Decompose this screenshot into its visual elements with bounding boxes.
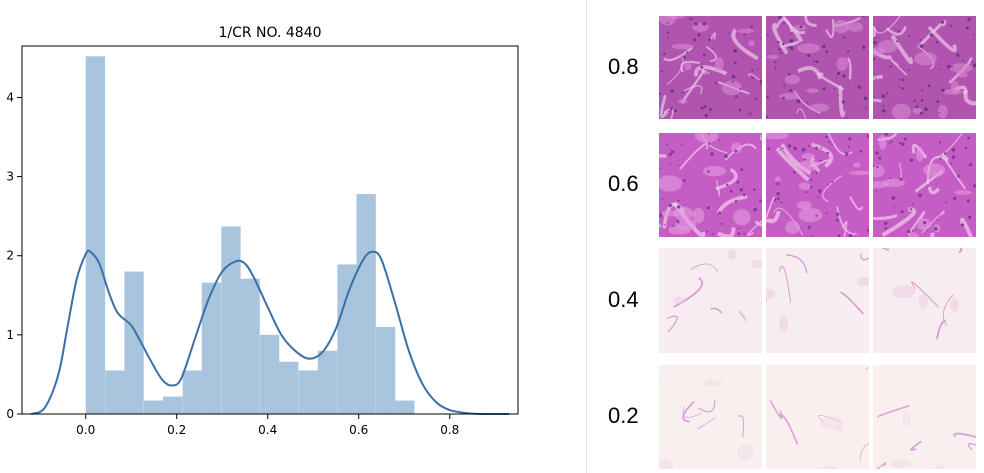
row-label: 0.6 bbox=[608, 171, 639, 196]
histogram-bar bbox=[395, 400, 415, 414]
histology-tile bbox=[659, 133, 762, 237]
plot-frame bbox=[21, 45, 519, 415]
x-tick-label: 0.2 bbox=[167, 423, 186, 437]
x-tick-label: 0.8 bbox=[440, 423, 459, 437]
histogram-bar bbox=[85, 56, 106, 414]
histology-tile bbox=[766, 365, 869, 469]
y-tick-label: 3 bbox=[6, 170, 14, 184]
histology-tile bbox=[873, 248, 976, 353]
row-label: 0.4 bbox=[608, 286, 639, 312]
row-label: 0.2 bbox=[608, 403, 639, 428]
x-tick-label: 0.6 bbox=[349, 423, 368, 437]
histogram-bar bbox=[163, 396, 183, 414]
histogram-bar bbox=[317, 350, 338, 414]
histology-tile bbox=[873, 16, 976, 119]
histology-tile bbox=[659, 16, 762, 119]
y-tick-label: 1 bbox=[6, 328, 14, 342]
x-tick-label: 0.4 bbox=[258, 423, 277, 437]
histology-tile bbox=[659, 365, 762, 469]
histogram-bar bbox=[182, 370, 202, 414]
histology-tile bbox=[659, 248, 762, 353]
row-label: 0.8 bbox=[608, 53, 639, 79]
histogram-bar bbox=[201, 282, 222, 414]
histogram-bar bbox=[337, 264, 357, 414]
chart-title: 1/CR NO. 4840 bbox=[218, 25, 321, 41]
y-tick-label: 0 bbox=[6, 407, 14, 421]
histogram-bar bbox=[240, 278, 260, 414]
histology-tile bbox=[766, 248, 869, 353]
histogram-bar bbox=[279, 361, 299, 414]
histology-tile bbox=[766, 16, 869, 119]
histogram-bar bbox=[124, 271, 144, 414]
panel-divider bbox=[586, 0, 587, 473]
histogram-chart: 1/CR NO. 4840 0.0 0.2 0.4 0.6 0.8 0 1 2 3 4 bbox=[6, 25, 519, 437]
x-tick-label: 0.0 bbox=[76, 423, 95, 437]
histogram-bar bbox=[105, 370, 125, 414]
histology-tile bbox=[873, 365, 976, 469]
histogram-bar bbox=[143, 400, 164, 414]
y-tick-label: 2 bbox=[6, 249, 14, 263]
histogram-bar bbox=[259, 334, 280, 414]
histogram-bar bbox=[356, 193, 376, 414]
histogram-bar bbox=[298, 370, 319, 414]
histogram-bar bbox=[376, 326, 396, 414]
histology-tile bbox=[873, 133, 976, 237]
y-tick-label: 4 bbox=[6, 90, 14, 104]
histogram-bar bbox=[221, 226, 241, 414]
histology-tile bbox=[766, 133, 869, 237]
kde-curve bbox=[30, 249, 509, 416]
